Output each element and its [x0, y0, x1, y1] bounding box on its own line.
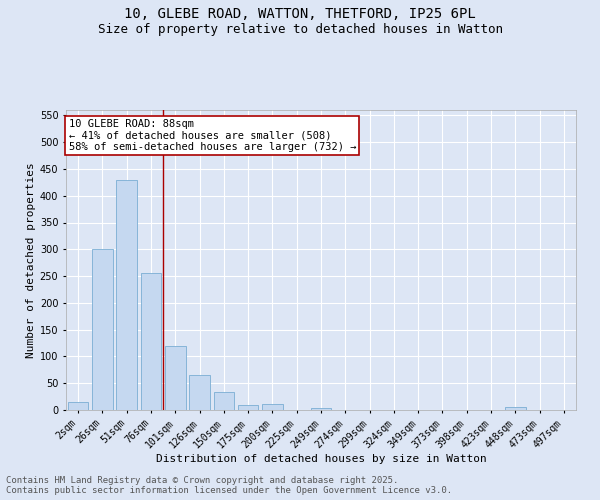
Bar: [116, 180, 137, 410]
Bar: [92, 250, 113, 410]
Bar: [140, 274, 161, 410]
Text: Contains HM Land Registry data © Crown copyright and database right 2025.
Contai: Contains HM Land Registry data © Crown c…: [6, 476, 452, 495]
Bar: [214, 392, 234, 410]
Bar: [189, 375, 210, 410]
Bar: [238, 404, 259, 410]
Text: 10 GLEBE ROAD: 88sqm
← 41% of detached houses are smaller (508)
58% of semi-deta: 10 GLEBE ROAD: 88sqm ← 41% of detached h…: [68, 119, 356, 152]
Bar: [311, 408, 331, 410]
Bar: [505, 408, 526, 410]
X-axis label: Distribution of detached houses by size in Watton: Distribution of detached houses by size …: [155, 454, 487, 464]
Bar: [165, 346, 185, 410]
Y-axis label: Number of detached properties: Number of detached properties: [26, 162, 35, 358]
Bar: [68, 402, 88, 410]
Text: 10, GLEBE ROAD, WATTON, THETFORD, IP25 6PL: 10, GLEBE ROAD, WATTON, THETFORD, IP25 6…: [124, 8, 476, 22]
Bar: [262, 404, 283, 410]
Text: Size of property relative to detached houses in Watton: Size of property relative to detached ho…: [97, 22, 503, 36]
